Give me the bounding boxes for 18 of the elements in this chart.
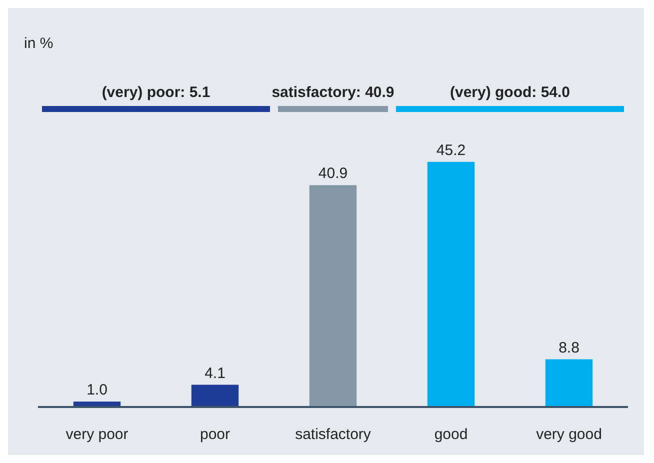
text: (very) poor: 5.1 [102, 84, 210, 101]
data-label: 45.2 [436, 142, 466, 159]
bar [545, 359, 593, 407]
bar [309, 185, 357, 407]
text: satisfactory: 40.9 [272, 84, 394, 101]
text: in % [24, 35, 54, 52]
data-label: 40.9 [318, 165, 348, 182]
data-label: 8.8 [558, 339, 580, 356]
text: (very) good: 54.0 [450, 84, 570, 101]
data-label: 4.1 [204, 364, 226, 382]
bar [191, 384, 239, 407]
x-tick-label: satisfactory [295, 426, 372, 443]
x-tick-label: very poor [66, 426, 128, 443]
x-tick-label: very good [536, 426, 602, 443]
x-tick-label: good [434, 426, 468, 443]
bar [427, 162, 475, 407]
x-tick-label: poor [200, 426, 230, 443]
data-label: 1.0 [86, 382, 108, 399]
